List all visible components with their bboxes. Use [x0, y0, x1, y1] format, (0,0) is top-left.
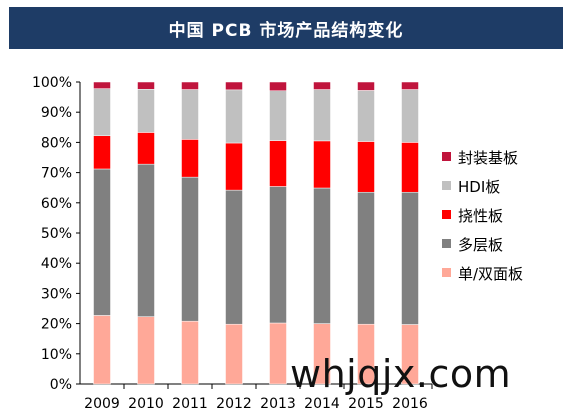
bar-segment — [137, 132, 155, 165]
bar-segment — [225, 189, 243, 325]
y-tick-label: 90% — [41, 105, 72, 121]
bar-segment — [93, 315, 111, 385]
x-tick-label: 2012 — [216, 396, 252, 412]
bar-segment — [137, 163, 155, 317]
bar-segment — [93, 81, 111, 89]
bar-segment — [313, 187, 331, 324]
x-tick-label: 2011 — [172, 396, 208, 412]
bar-segment — [225, 89, 243, 144]
legend-label: 封装基板 — [458, 149, 518, 167]
bar-segment — [401, 191, 419, 325]
bar-segment — [269, 186, 287, 324]
y-tick-label: 70% — [41, 166, 72, 182]
chart-title: 中国 PCB 市场产品结构变化 — [168, 20, 404, 41]
legend-label: 单/双面板 — [458, 265, 523, 283]
bar-segment — [357, 141, 375, 193]
bar-segment — [269, 140, 287, 187]
x-tick-label: 2015 — [348, 396, 384, 412]
bar-segment — [357, 81, 375, 91]
legend-swatch — [442, 152, 451, 161]
legend-label: HDI板 — [458, 178, 500, 196]
y-tick-label: 80% — [41, 135, 72, 151]
bar-segment — [225, 323, 243, 385]
bar-segment — [137, 81, 155, 90]
x-tick-label: 2013 — [260, 396, 296, 412]
bar-segment — [269, 322, 287, 385]
bar-segment — [225, 81, 243, 91]
bar-segment — [181, 320, 199, 385]
bar-segment — [137, 316, 155, 385]
y-tick-label: 10% — [41, 347, 72, 363]
y-tick-label: 100% — [32, 75, 72, 91]
bar-segment — [93, 135, 111, 170]
bar-segment — [313, 89, 331, 142]
y-tick-label: 20% — [41, 317, 72, 333]
bar-segment — [269, 90, 287, 141]
bar-segment — [181, 81, 199, 90]
bar-segment — [181, 139, 199, 178]
legend-swatch — [442, 268, 451, 277]
x-tick-label: 2009 — [84, 396, 120, 412]
y-tick-label: 60% — [41, 196, 72, 212]
bar-segment — [313, 81, 331, 90]
bar-segment — [357, 191, 375, 325]
bar-segment — [93, 88, 111, 137]
bar-segment — [181, 89, 199, 140]
bar-segment — [401, 89, 419, 143]
x-tick-label: 2016 — [392, 396, 428, 412]
bar-segment — [269, 81, 287, 92]
bar-segment — [137, 88, 155, 133]
bar-segment — [93, 168, 111, 316]
legend-swatch — [442, 210, 451, 219]
y-tick-label: 30% — [41, 286, 72, 302]
y-tick-label: 40% — [41, 256, 72, 272]
x-tick-label: 2014 — [304, 396, 340, 412]
bar-segment — [401, 142, 419, 193]
legend-swatch — [442, 181, 451, 190]
bar-segment — [313, 140, 331, 189]
watermark-text: whjqjx.com — [290, 352, 512, 396]
bar-segment — [401, 81, 419, 90]
bar-segment — [225, 142, 243, 191]
legend-swatch — [442, 239, 451, 248]
bar-segment — [357, 90, 375, 142]
bar-segment — [181, 176, 199, 322]
x-tick-label: 2010 — [128, 396, 164, 412]
chart-title-banner: 中国 PCB 市场产品结构变化 — [9, 7, 563, 49]
y-tick-label: 50% — [41, 226, 72, 242]
y-tick-label: 0% — [50, 377, 72, 393]
legend-label: 挠性板 — [458, 207, 503, 225]
legend-label: 多层板 — [458, 236, 503, 254]
